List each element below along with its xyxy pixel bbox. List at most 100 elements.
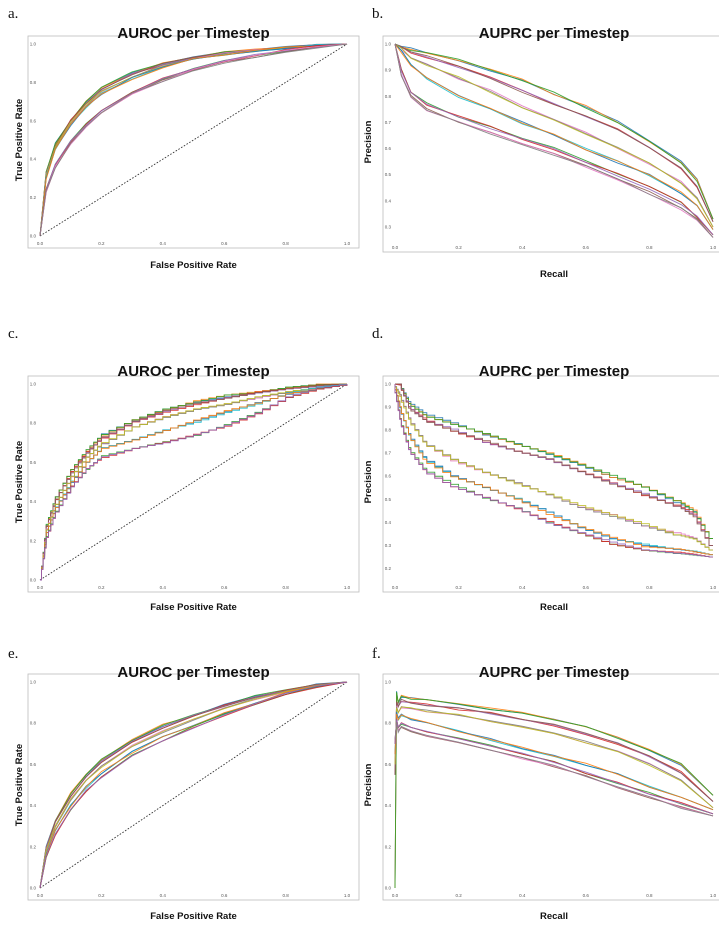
y-tick-label: 0.7 [385, 120, 392, 125]
series-line [394, 43, 714, 220]
y-axis-label: True Positive Rate [14, 99, 25, 181]
y-axis-label: Precision [363, 460, 374, 503]
chart-title: AUPRC per Timestep [479, 25, 630, 42]
y-tick-label: 0.2 [385, 566, 392, 571]
y-tick-label: 0.2 [385, 844, 392, 849]
chart-title: AUPRC per Timestep [479, 363, 630, 380]
plot-frame [382, 673, 719, 901]
y-tick-label: 0.4 [385, 198, 392, 203]
series-line [394, 384, 713, 551]
plot-frame [382, 375, 719, 593]
series-line [394, 384, 713, 556]
chart-svg: AUPRC per Timestep Recall Precision 0.0 0.2 0… [363, 25, 719, 280]
chart-svg: AUROC per Timestep False Positive Rate Tru… [14, 363, 360, 613]
x-tick-label: 1.0 [710, 893, 717, 898]
y-tick-label: 0.6 [30, 118, 37, 123]
y-tick-label: 0.8 [385, 721, 392, 726]
y-tick-label: 0.6 [30, 460, 37, 465]
x-tick-label: 0.8 [282, 893, 289, 898]
y-tick-label: 0.3 [385, 543, 392, 548]
panel-f: f. AUPRC per Timestep Recall Precision 0.0 0… [362, 640, 719, 922]
x-tick-label: 0.6 [583, 893, 590, 898]
x-axis-label: Recall [540, 911, 568, 922]
x-tick-label: 0.4 [160, 893, 167, 898]
panel-letter: a. [8, 6, 19, 22]
series-line [394, 43, 714, 220]
y-tick-label: 0.0 [30, 886, 37, 891]
series-line [39, 43, 348, 237]
series-line [39, 681, 348, 889]
series-group [39, 681, 348, 889]
series-line [394, 693, 714, 889]
y-tick-label: 1.0 [385, 382, 392, 387]
series-line [394, 691, 714, 889]
chart-svg: AUROC per Timestep False Positive Rate Tru… [14, 664, 360, 922]
y-axis-label: Precision [363, 763, 374, 806]
chart-title: AUROC per Timestep [117, 363, 269, 380]
series-line [394, 43, 714, 230]
series-line [394, 43, 714, 238]
x-tick-label: 0.0 [392, 893, 399, 898]
x-tick-label: 0.6 [221, 241, 228, 246]
x-tick-label: 0.2 [455, 585, 462, 590]
y-tick-label: 0.9 [385, 405, 392, 410]
y-tick-label: 0.4 [385, 803, 392, 808]
y-tick-label: 1.0 [30, 382, 37, 387]
series-line [394, 719, 714, 815]
series-line [39, 681, 348, 889]
series-line [394, 706, 714, 809]
y-tick-label: 0.4 [30, 499, 37, 504]
series-group [394, 691, 714, 889]
x-tick-label: 0.4 [519, 585, 526, 590]
x-axis-label: Recall [540, 602, 568, 613]
x-axis-label: False Positive Rate [150, 260, 237, 271]
series-line [394, 701, 714, 802]
series-line [394, 43, 714, 238]
x-tick-label: 0.4 [519, 245, 526, 250]
y-tick-label: 0.5 [385, 172, 392, 177]
chance-diagonal [39, 43, 348, 237]
y-tick-label: 0.6 [30, 762, 37, 767]
plot-frame [27, 673, 360, 901]
panel-a: a. AUROC per Timestep False Positive Rate… [0, 0, 360, 280]
series-group [394, 383, 713, 558]
y-tick-label: 0.0 [30, 234, 37, 239]
y-tick-label: 1.0 [385, 42, 392, 47]
x-tick-label: 0.8 [282, 585, 289, 590]
chart-title: AUROC per Timestep [117, 664, 269, 681]
x-tick-label: 0.6 [221, 585, 228, 590]
x-tick-label: 0.4 [160, 585, 167, 590]
panel-letter: f. [372, 646, 381, 662]
y-tick-label: 0.5 [385, 497, 392, 502]
y-tick-label: 0.0 [30, 578, 37, 583]
x-axis-label: False Positive Rate [150, 602, 237, 613]
series-line [394, 721, 714, 817]
x-tick-label: 0.2 [98, 241, 105, 246]
panel-letter: c. [8, 326, 19, 342]
chart-svg: AUPRC per Timestep Recall Precision 0.0 0.2 0… [363, 664, 719, 922]
panel-letter: b. [372, 6, 384, 22]
y-tick-label: 0.9 [385, 68, 392, 73]
y-tick-label: 0.8 [30, 80, 37, 85]
x-tick-label: 0.8 [646, 585, 653, 590]
panel-b: b. AUPRC per Timestep Recall Precision 0.0 0… [362, 0, 719, 280]
plot-frame [27, 375, 360, 593]
series-line [39, 681, 348, 889]
series-line [40, 383, 348, 581]
x-tick-label: 0.8 [282, 241, 289, 246]
y-tick-label: 1.0 [30, 42, 37, 47]
x-tick-label: 1.0 [710, 585, 717, 590]
series-group [394, 43, 714, 238]
x-tick-label: 0.0 [392, 245, 399, 250]
series-line [39, 681, 348, 889]
series-line [394, 43, 714, 220]
series-line [394, 713, 714, 811]
y-tick-label: 0.7 [385, 451, 392, 456]
series-line [394, 43, 714, 236]
y-tick-label: 0.2 [30, 195, 37, 200]
x-tick-label: 0.0 [37, 893, 44, 898]
series-line [395, 383, 713, 546]
x-tick-label: 0.6 [221, 893, 228, 898]
y-tick-label: 0.8 [385, 94, 392, 99]
x-axis-label: Recall [540, 269, 568, 280]
